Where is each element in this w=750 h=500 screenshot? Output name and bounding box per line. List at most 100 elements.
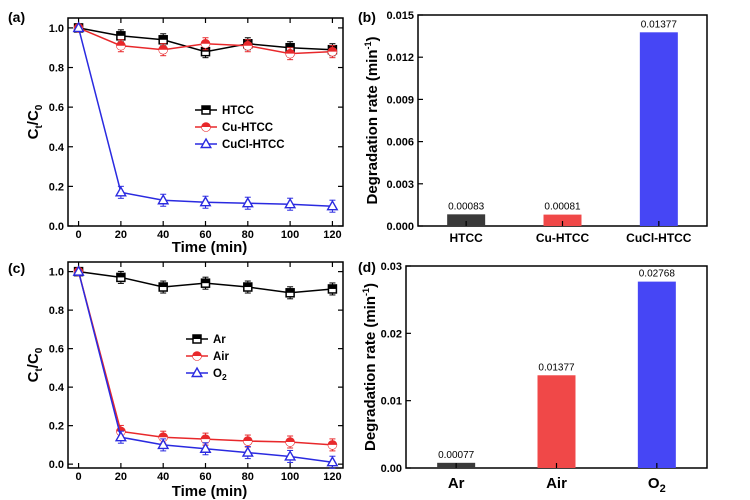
data-point-half	[328, 284, 337, 289]
data-point	[199, 195, 212, 207]
legend-marker	[200, 137, 212, 149]
y-axis-label-sub-0: 0	[34, 347, 45, 353]
y-tick-label: 1.0	[49, 267, 64, 279]
data-point-half	[243, 441, 253, 446]
legend-label: CuCl-HTCC	[222, 139, 285, 151]
x-tick-label: 80	[242, 229, 254, 241]
x-tick-label: O2	[648, 475, 666, 495]
y-axis-label: Ct/C0	[25, 347, 45, 382]
legend-label-text: O	[213, 368, 222, 380]
legend: HTCC Cu-HTCC CuCl-HTCC	[195, 105, 285, 151]
data-point-half	[116, 273, 125, 278]
bar-value-label: 0.00083	[448, 201, 485, 212]
y-tick-label: 0.000	[386, 221, 414, 233]
bar-value-label: 0.00077	[438, 450, 475, 461]
data-point-half	[285, 53, 295, 58]
x-tick-label: 100	[281, 229, 299, 241]
bar-Cu-HTCC	[543, 214, 582, 226]
legend-label-text: Ar	[213, 334, 226, 346]
y-tick-label: 0.2	[49, 181, 64, 193]
data-point	[241, 196, 254, 208]
legend: Ar Air O2	[186, 334, 230, 382]
x-tick-label: Ar	[448, 475, 465, 492]
bar-Air	[537, 375, 576, 468]
bar-O2	[637, 281, 676, 468]
x-tick-label: 60	[199, 471, 211, 483]
panel-d: 0.00 0.01 0.02 0.03 0.00077 Ar 0.01377 Air 0.027…	[358, 259, 708, 495]
y-axis-label-sep: /C	[25, 110, 42, 125]
y-tick-label: 0.03	[381, 261, 402, 273]
y-axis-label: Degradation rate (min-1)	[361, 283, 379, 451]
series-Cu-HTCC	[73, 23, 338, 61]
y-tick-label: 0.003	[386, 179, 414, 191]
series-Air	[73, 266, 338, 452]
y-axis-label-sub-t: t	[34, 125, 45, 129]
x-axis-label: Time (min)	[172, 483, 248, 500]
legend-marker	[191, 366, 203, 378]
y-tick-label: 0.4	[49, 382, 65, 394]
legend-label: Ar	[213, 334, 226, 346]
bar-value-label: 0.01377	[641, 19, 678, 30]
panel-a: 0.0 0.2 0.4 0.6 0.8 1.0 0 20 40 60 80 100 120 Time (m…	[8, 9, 344, 256]
y-tick-label: 0.012	[386, 52, 414, 64]
data-point-half	[285, 442, 295, 447]
legend-label: Air	[213, 351, 230, 363]
y-tick-label: 0.00	[381, 463, 402, 475]
data-point	[114, 430, 127, 442]
y-axis-label-close: )	[362, 283, 379, 288]
legend-label: Cu-HTCC	[222, 122, 273, 134]
data-point-half	[159, 35, 168, 40]
legend-label-sub: 2	[222, 372, 227, 382]
panel-label: (a)	[8, 9, 25, 25]
data-point	[157, 193, 170, 205]
y-axis-label: Degradation rate (min-1)	[363, 36, 381, 204]
legend-label-text: Air	[213, 351, 230, 363]
y-tick-label: 0.0	[49, 221, 64, 233]
y-axis-label-sub-0: 0	[34, 104, 45, 110]
x-tick-label-sub: 2	[660, 483, 666, 495]
y-tick-label: 0.2	[49, 421, 64, 433]
data-point-half	[201, 279, 210, 284]
bar-CuCl-HTCC	[639, 32, 678, 226]
y-axis-label: Ct/C0	[25, 104, 45, 139]
data-point-half	[286, 288, 295, 293]
data-point-half	[158, 49, 168, 54]
x-tick-label-main: Air	[546, 475, 567, 492]
series-Ar	[73, 266, 338, 300]
x-tick-label: Cu-HTCC	[536, 231, 590, 245]
data-point-half	[116, 31, 125, 36]
y-tick-label: 0.4	[49, 142, 65, 154]
x-tick-label: 60	[199, 229, 211, 241]
y-axis-label-main: C	[25, 371, 42, 382]
x-tick-label: 20	[115, 229, 127, 241]
y-axis-label-main: Degradation rate (min	[362, 296, 379, 451]
panel-label: (d)	[358, 259, 376, 275]
y-axis-label-close: )	[364, 36, 381, 41]
data-point	[284, 450, 297, 461]
x-tick-label: 0	[76, 471, 82, 483]
legend-marker-half	[193, 335, 201, 339]
x-axis-label: Time (min)	[172, 239, 248, 256]
y-axis-label-sep: /C	[25, 353, 42, 368]
data-point	[114, 185, 127, 197]
bar-HTCC	[447, 214, 486, 226]
data-point-half	[243, 45, 253, 50]
data-point	[199, 442, 212, 453]
data-point	[326, 199, 339, 211]
x-tick-label: 40	[157, 229, 169, 241]
panel-label: (b)	[358, 9, 376, 25]
data-point	[157, 438, 170, 450]
legend-marker-half	[192, 356, 202, 361]
data-point-half	[328, 444, 337, 450]
series-CuCl-HTCC	[72, 21, 339, 213]
x-tick-label: 120	[323, 471, 341, 483]
data-point	[284, 197, 297, 209]
x-tick-label: CuCl-HTCC	[626, 231, 692, 245]
data-point-half	[328, 51, 337, 56]
data-point	[72, 265, 85, 276]
data-point-half	[116, 45, 126, 50]
x-tick-label: 80	[242, 471, 254, 483]
legend-label-text: HTCC	[222, 105, 254, 117]
y-tick-label: 1.0	[49, 23, 64, 35]
